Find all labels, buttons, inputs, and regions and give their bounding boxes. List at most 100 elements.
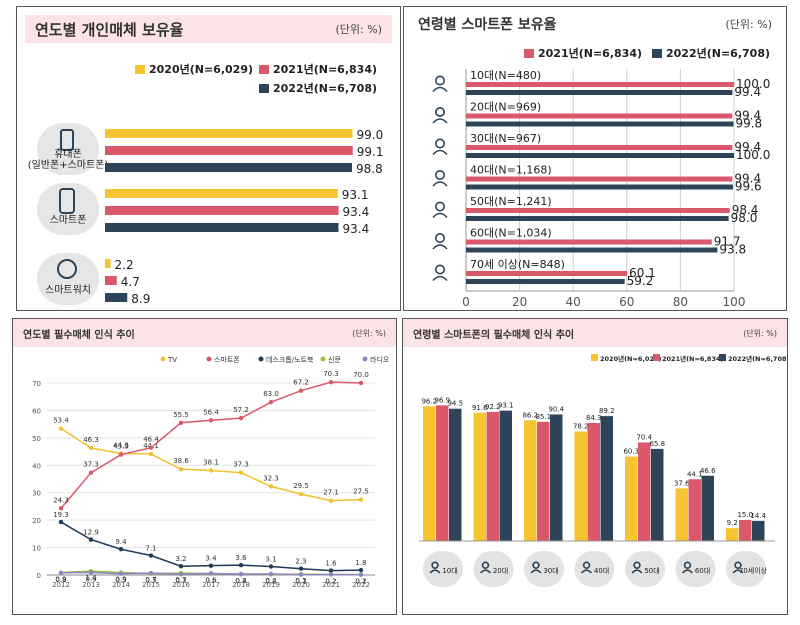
legend-label: TV	[167, 356, 177, 364]
data-label: 56.4	[203, 408, 219, 416]
data-point	[118, 571, 124, 576]
bar	[466, 121, 734, 127]
data-label: 93.8	[719, 243, 746, 257]
bar	[466, 271, 628, 276]
chart-title: 연도별 필수매체 인식 추이	[23, 329, 135, 341]
data-label: 38.6	[173, 457, 189, 465]
legend-swatch	[524, 49, 534, 58]
data-point	[268, 484, 274, 489]
data-point	[148, 570, 154, 576]
bar	[701, 475, 714, 541]
data-point	[298, 491, 304, 497]
data-label: 65.8	[649, 440, 665, 448]
bar	[486, 411, 499, 541]
data-point	[208, 571, 214, 576]
bar	[105, 146, 353, 155]
x-tick-label: 2021	[322, 581, 340, 589]
data-label: 84.3	[586, 414, 602, 422]
bar	[638, 442, 651, 541]
legend-marker	[160, 356, 166, 362]
data-label: 93.4	[343, 205, 370, 219]
legend-label: 데스크톱/노트북	[266, 356, 314, 364]
data-point	[268, 400, 274, 405]
data-point	[208, 468, 214, 473]
legend-swatch	[259, 84, 269, 93]
data-point	[358, 567, 364, 573]
data-label: 27.5	[353, 488, 369, 496]
bar	[739, 520, 752, 541]
x-tick-label: 80	[673, 295, 688, 309]
category-icon-badge	[37, 183, 99, 235]
bar	[105, 163, 352, 172]
data-label: 37.3	[233, 461, 249, 469]
data-label: 93.1	[498, 402, 514, 410]
data-label: 0.5	[145, 577, 156, 585]
bar	[466, 90, 733, 95]
data-point	[358, 497, 364, 502]
data-label: 0.5	[115, 577, 126, 585]
data-label: 0.9	[115, 576, 126, 584]
y-tick-label: 30	[32, 490, 41, 498]
media-ownership-chart: 2020년(N=6,029) 2021년(N=6,834) 2022년(N=6,70…	[28, 62, 384, 306]
data-point	[118, 452, 124, 457]
age-badge	[625, 551, 665, 587]
data-label: 91.6	[472, 404, 488, 412]
bar	[466, 279, 625, 284]
data-point	[58, 506, 64, 511]
data-label: 3.4	[205, 555, 217, 563]
data-label: 4.7	[121, 275, 140, 289]
bar	[574, 431, 587, 541]
data-point	[238, 562, 244, 568]
data-label: 43.9	[113, 443, 129, 451]
bar	[105, 206, 339, 215]
smartphone-essential-by-age-panel: 연령별 스마트폰의 필수매체 인식 추이 (단위: %) 2020년(N=6,0…	[402, 318, 788, 615]
data-label: 96.2	[421, 397, 437, 405]
smartphone-icon	[59, 188, 75, 214]
phone-icon	[60, 129, 74, 151]
data-label: 99.4	[734, 140, 761, 154]
category-label: 70세 이상(N=848)	[470, 258, 565, 271]
bar	[423, 406, 436, 541]
data-label: 37.6	[674, 479, 690, 487]
y-tick-label: 60	[32, 407, 41, 415]
data-label: 0.2	[355, 577, 366, 585]
data-label: 0.4	[265, 577, 277, 585]
data-label: 89.2	[599, 407, 615, 415]
data-label: 99.4	[734, 109, 761, 123]
y-tick-label: 40	[32, 462, 41, 470]
data-label: 99.4	[734, 85, 761, 99]
age-person-icon	[432, 107, 448, 124]
data-point	[88, 445, 94, 451]
bar	[466, 145, 733, 150]
data-label: 99.1	[357, 145, 384, 159]
bar	[105, 276, 117, 285]
legend-label: 라디오	[370, 355, 390, 364]
bar	[466, 184, 733, 190]
data-point	[208, 563, 214, 568]
data-label: 3.1	[265, 555, 276, 563]
data-label: 0.9	[55, 576, 66, 584]
category-label: 스마트워치	[45, 283, 91, 296]
y-tick-label: 0	[37, 572, 41, 580]
media-ownership-header: 연도별 개인매체 보유율 (단위: %)	[25, 15, 392, 43]
bar	[625, 456, 638, 541]
bar	[600, 416, 613, 541]
data-point	[358, 380, 364, 386]
category-label: 50대	[644, 567, 659, 575]
data-point	[298, 566, 304, 571]
data-point	[58, 519, 64, 525]
data-label: 67.2	[293, 379, 309, 387]
bar	[466, 176, 733, 182]
data-point	[328, 568, 334, 573]
category-label: 20대(N=969)	[470, 101, 541, 114]
data-label: 46.4	[143, 436, 159, 444]
bar	[499, 410, 512, 541]
category-label: 50대(N=1,241)	[470, 195, 552, 208]
bar	[466, 239, 712, 245]
legend-marker	[258, 356, 264, 362]
data-label: 1.8	[355, 559, 366, 567]
bar	[466, 153, 734, 158]
age-badge	[675, 551, 716, 587]
legend-label: 2021년(N=6,834)	[662, 354, 723, 363]
legend-marker	[320, 356, 326, 362]
